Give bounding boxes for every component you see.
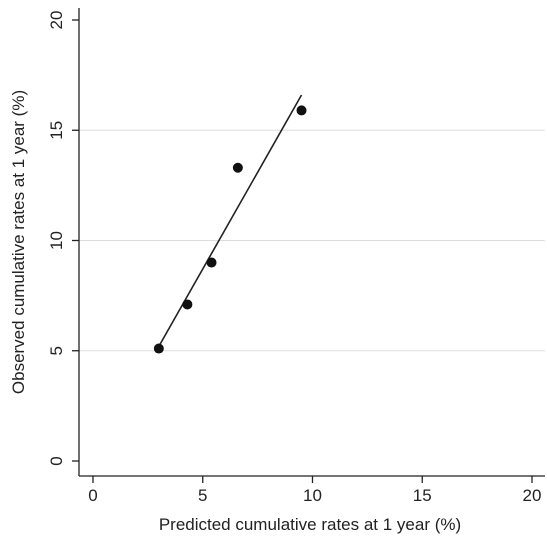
y-tick-label-0: 0	[47, 456, 66, 465]
x-tick-label-15: 15	[413, 486, 432, 505]
gridlines	[79, 129, 545, 352]
x-tick-label-10: 10	[303, 486, 322, 505]
x-tick-label-20: 20	[523, 486, 542, 505]
y-tick-label-5: 5	[47, 346, 66, 355]
x-axis-ticks: 0 5 10 15 20	[88, 476, 541, 505]
data-point-1	[153, 343, 164, 354]
y-tick-label-15: 15	[47, 121, 66, 140]
y-axis-ticks: 0 5 10 15 20	[47, 11, 79, 466]
data-point-4	[232, 162, 243, 173]
y-tick-label-10: 10	[47, 231, 66, 250]
x-tick-label-0: 0	[88, 486, 97, 505]
x-axis-title: Predicted cumulative rates at 1 year (%)	[159, 515, 461, 534]
x-tick-label-5: 5	[198, 486, 207, 505]
data-points	[153, 105, 307, 354]
data-point-2	[182, 299, 193, 310]
data-point-5	[296, 105, 307, 116]
data-point-3	[206, 257, 217, 268]
fit-line	[158, 94, 303, 347]
y-axis-title: Observed cumulative rates at 1 year (%)	[9, 90, 28, 394]
y-tick-label-20: 20	[47, 11, 66, 30]
